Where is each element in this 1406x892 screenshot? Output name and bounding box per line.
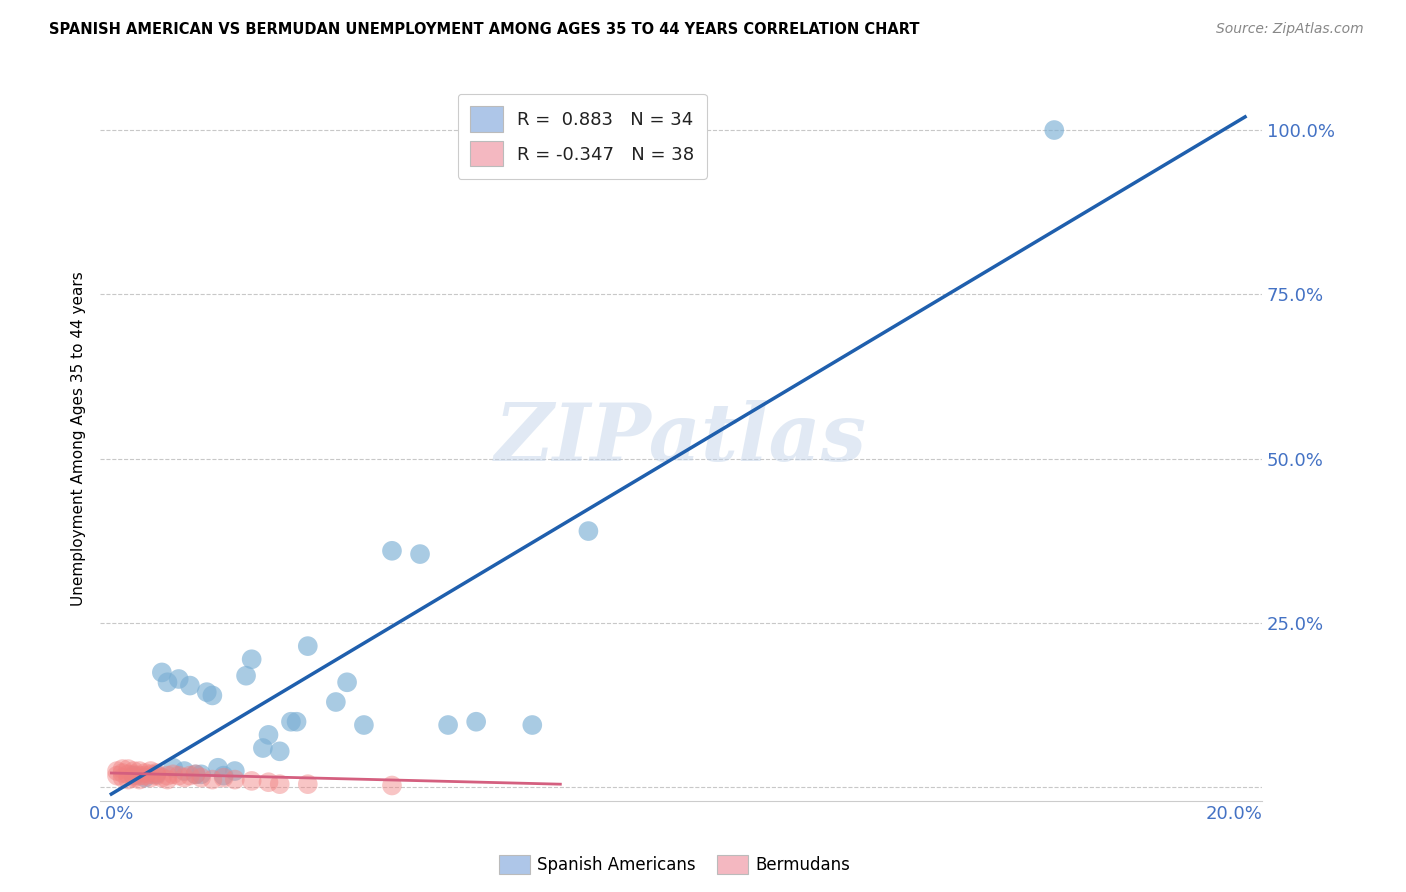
Point <box>179 679 201 693</box>
Point <box>224 772 246 787</box>
Point <box>156 675 179 690</box>
Point <box>122 764 145 778</box>
Point <box>522 718 544 732</box>
Point <box>576 524 599 538</box>
Point <box>437 718 460 732</box>
Text: Spanish Americans: Spanish Americans <box>537 856 696 874</box>
Point <box>184 767 207 781</box>
Text: Source: ZipAtlas.com: Source: ZipAtlas.com <box>1216 22 1364 37</box>
Point <box>139 764 162 778</box>
Point <box>150 771 173 785</box>
Point <box>122 769 145 783</box>
Point <box>325 695 347 709</box>
Point <box>465 714 488 729</box>
Point <box>212 771 235 785</box>
Point <box>173 771 195 785</box>
Point <box>409 547 432 561</box>
Point <box>167 672 190 686</box>
Point <box>156 769 179 783</box>
Point <box>139 767 162 781</box>
Point <box>184 767 207 781</box>
Point <box>167 769 190 783</box>
Point <box>280 714 302 729</box>
Point <box>195 685 218 699</box>
Point <box>145 767 167 781</box>
Point <box>336 675 359 690</box>
Point <box>201 689 224 703</box>
Point <box>122 767 145 781</box>
Point <box>128 764 150 778</box>
Point <box>269 744 291 758</box>
Point <box>162 767 184 781</box>
Point <box>297 639 319 653</box>
Point <box>134 769 156 783</box>
Point <box>179 769 201 783</box>
Point <box>128 769 150 783</box>
Point <box>111 771 134 785</box>
Point <box>257 775 280 789</box>
Point <box>105 769 128 783</box>
Y-axis label: Unemployment Among Ages 35 to 44 years: Unemployment Among Ages 35 to 44 years <box>72 272 86 607</box>
Point <box>269 777 291 791</box>
Point <box>381 543 404 558</box>
Point <box>156 772 179 787</box>
Point <box>235 669 257 683</box>
Point <box>122 771 145 785</box>
Point <box>381 779 404 793</box>
Point <box>111 766 134 780</box>
Point <box>240 773 263 788</box>
Point <box>1043 123 1066 137</box>
Text: ZIPatlas: ZIPatlas <box>495 401 868 478</box>
Point <box>201 772 224 787</box>
Legend: R =  0.883   N = 34, R = -0.347   N = 38: R = 0.883 N = 34, R = -0.347 N = 38 <box>458 94 707 179</box>
Point <box>105 764 128 778</box>
Point <box>190 771 212 785</box>
Text: SPANISH AMERICAN VS BERMUDAN UNEMPLOYMENT AMONG AGES 35 TO 44 YEARS CORRELATION : SPANISH AMERICAN VS BERMUDAN UNEMPLOYMEN… <box>49 22 920 37</box>
Point <box>117 762 139 776</box>
Point <box>224 764 246 778</box>
Point <box>128 772 150 787</box>
Point <box>150 665 173 680</box>
Point <box>134 766 156 780</box>
Point <box>285 714 308 729</box>
Point <box>353 718 375 732</box>
Point <box>111 762 134 776</box>
Point <box>240 652 263 666</box>
Point <box>252 741 274 756</box>
Point <box>297 777 319 791</box>
Point <box>134 771 156 785</box>
Point <box>139 771 162 785</box>
Text: Bermudans: Bermudans <box>755 856 849 874</box>
Point <box>145 766 167 780</box>
Point <box>145 769 167 783</box>
Point <box>162 761 184 775</box>
Point <box>212 769 235 783</box>
Point <box>173 764 195 778</box>
Point <box>190 767 212 781</box>
Point <box>207 761 229 775</box>
Point <box>257 728 280 742</box>
Point <box>117 767 139 781</box>
Point <box>117 772 139 787</box>
